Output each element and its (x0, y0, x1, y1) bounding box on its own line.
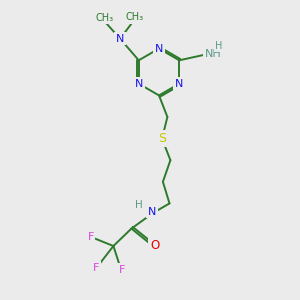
Text: S: S (158, 132, 166, 145)
Text: F: F (87, 232, 94, 242)
Text: N: N (116, 34, 124, 44)
Text: H: H (215, 41, 223, 51)
Text: O: O (150, 239, 159, 252)
Text: NH: NH (205, 49, 221, 59)
Text: F: F (93, 262, 99, 273)
Text: N: N (134, 79, 143, 89)
Text: N: N (148, 207, 156, 217)
Text: N: N (175, 79, 184, 89)
Text: N: N (155, 44, 163, 54)
Text: H: H (135, 200, 142, 210)
Text: CH₃: CH₃ (125, 12, 143, 22)
Text: CH₃: CH₃ (95, 13, 114, 23)
Text: F: F (119, 265, 126, 275)
